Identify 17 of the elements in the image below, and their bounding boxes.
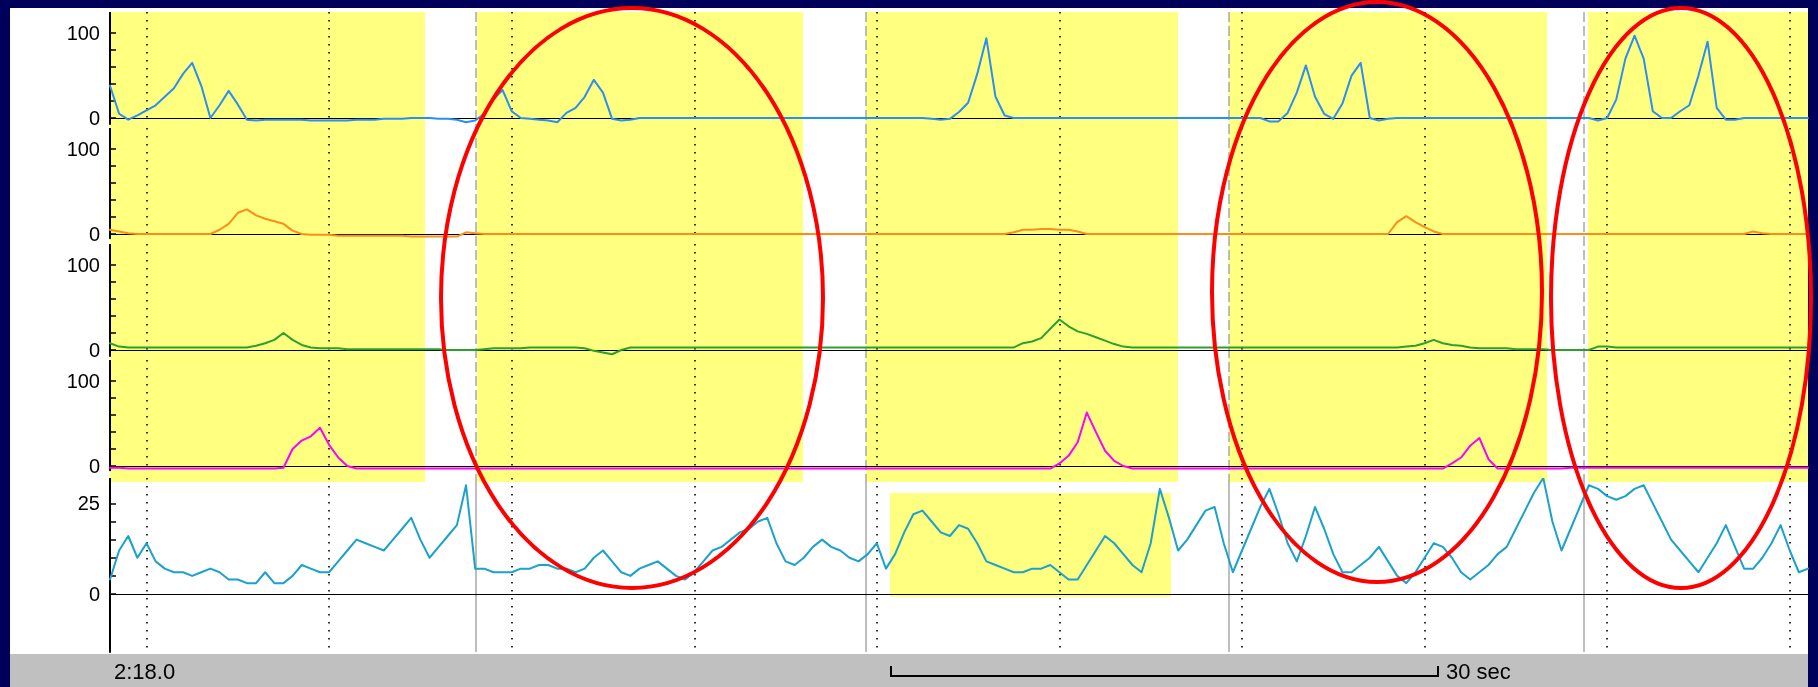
y-tick-label: 0 [88,107,100,129]
y-tick-label: 100 [66,138,100,161]
text: 30 sec [1446,658,1511,684]
line-series [109,318,1809,356]
line-series [109,478,1809,585]
text: 2:18.0 [114,658,176,684]
line-series [109,208,1809,238]
y-tick-label: 100 [66,254,100,277]
y-tick-label: 0 [88,583,100,605]
y-tick-label: 0 [88,455,100,477]
y-tick-label: 100 [66,370,100,393]
y-tick-label: 100 [66,22,100,45]
line-series [109,34,1809,124]
y-tick-label: 25 [77,492,100,515]
line-series [109,411,1809,470]
y-tick-label: 0 [88,339,100,361]
y-tick-label: 0 [88,223,100,245]
